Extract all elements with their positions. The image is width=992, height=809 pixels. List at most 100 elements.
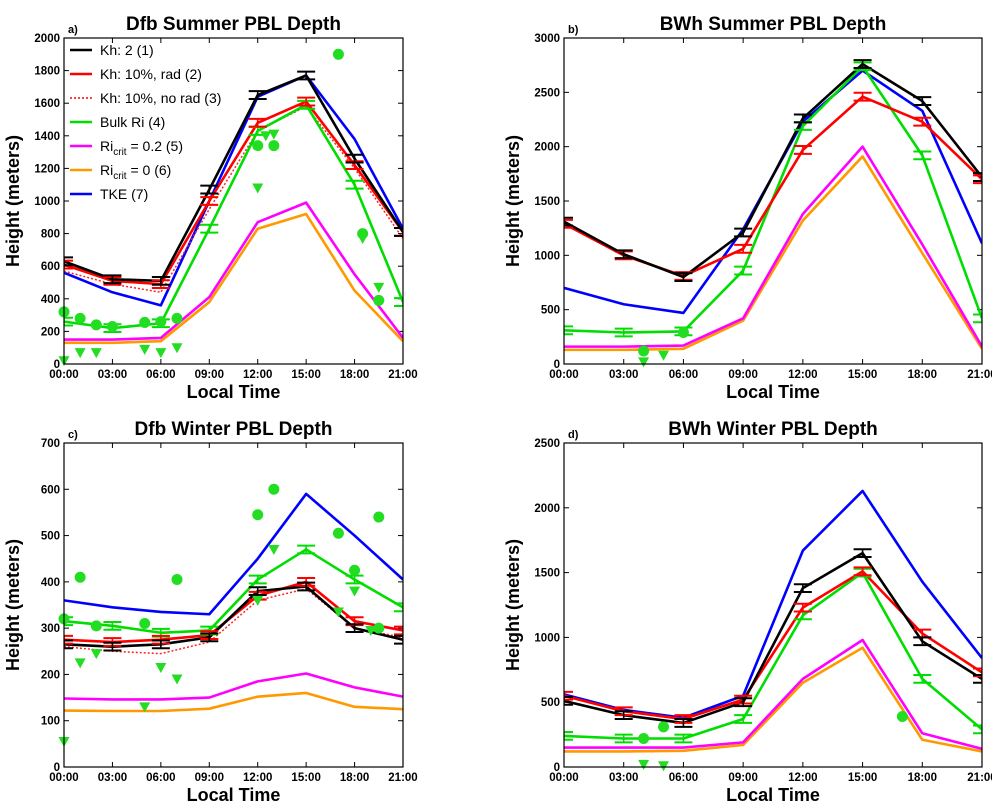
panel-title: Dfb Winter PBL Depth	[135, 419, 333, 440]
error-bar-kh2	[853, 548, 872, 559]
error-bar-kh10rad	[64, 634, 73, 645]
series-line-kh2	[64, 74, 403, 283]
observation-circle	[74, 312, 86, 324]
observation-circle	[373, 622, 385, 634]
x-tick-label: 21:00	[388, 772, 417, 784]
observation-circle	[139, 316, 151, 328]
series-line-bulkri	[64, 103, 403, 330]
x-tick-label: 03:00	[98, 772, 127, 784]
y-axis-label: Height (meters)	[503, 539, 523, 671]
observation-triangle	[155, 348, 167, 359]
series-line-ri0	[64, 212, 403, 345]
error-bar-kh2	[394, 634, 403, 645]
observation-triangle	[332, 607, 344, 618]
y-tick-label: 0	[554, 762, 560, 774]
observation-triangle	[349, 586, 361, 597]
y-tick-label: 1500	[534, 568, 560, 580]
y-tick-label: 100	[41, 716, 60, 728]
error-bar-kh2	[614, 710, 633, 721]
observation-triangle	[658, 350, 670, 361]
series-line-ri0	[64, 691, 403, 713]
legend-label: Kh: 10%, no rad (3)	[100, 90, 221, 106]
error-bar-bulkri	[297, 544, 316, 555]
observation-triangle	[155, 662, 167, 673]
error-bar-kh2	[151, 275, 170, 286]
error-bar-kh10rad	[913, 116, 932, 127]
y-tick-label: 2000	[34, 33, 60, 45]
observation-circle	[106, 321, 118, 333]
x-tick-label: 00:00	[49, 369, 78, 381]
observation-circle	[90, 620, 102, 632]
plot-area	[64, 38, 403, 364]
y-tick-label: 700	[41, 438, 60, 450]
error-bar-kh2	[734, 227, 753, 238]
error-bar-kh10rad	[853, 566, 872, 577]
observation-circle	[90, 319, 102, 331]
y-tick-label: 1000	[534, 250, 560, 262]
y-tick-label: 600	[41, 484, 60, 496]
x-tick-label: 06:00	[146, 772, 175, 784]
plot-frame	[563, 442, 983, 768]
observation-circle	[658, 721, 670, 733]
panel-title: Dfb Summer PBL Depth	[126, 14, 341, 35]
error-bar-bulkri	[973, 313, 982, 324]
panel-4: BWh Winter PBL Depth d) 0 500 1000 1500 2000 25…	[503, 419, 992, 805]
plot-frame	[563, 37, 983, 365]
observation-triangle	[171, 674, 183, 685]
y-tick-label: 1200	[34, 163, 60, 175]
error-bar-kh10rad	[394, 625, 403, 636]
error-bar-kh10rad	[734, 243, 753, 254]
observation-circle	[252, 509, 264, 521]
error-bar-kh10rad	[564, 690, 573, 701]
error-bar-kh2	[674, 718, 693, 728]
observation-triangle	[90, 649, 102, 660]
error-bar-kh10rad	[564, 218, 573, 229]
observation-circle	[155, 316, 167, 328]
error-bar-kh2	[103, 274, 122, 285]
panel-letter: b)	[568, 24, 579, 36]
panel-1: Dfb Summer PBL Depth a) 0 200 400 600 800 1000 1…	[3, 14, 418, 402]
panel-letter: c)	[68, 429, 78, 441]
x-tick-label: 21:00	[388, 369, 417, 381]
series-line-kh2	[564, 62, 982, 279]
error-bar-bulkri	[913, 673, 932, 684]
x-tick-label: 00:00	[549, 772, 578, 784]
observation-circle	[332, 48, 344, 60]
error-bar-kh2	[614, 249, 633, 260]
x-tick-label: 15:00	[291, 772, 320, 784]
error-bar-kh10rad	[248, 117, 267, 128]
error-bar-kh2	[793, 583, 812, 594]
panel-2: BWh Summer PBL Depth b) 0 500 1000 1500 2000 25…	[503, 14, 992, 402]
y-tick-label: 200	[41, 669, 60, 681]
error-bar-kh2	[200, 632, 219, 643]
observation-circle	[638, 345, 650, 357]
y-tick-label: 2500	[534, 438, 560, 450]
error-bar-bulkri	[913, 150, 932, 161]
error-bar-kh2	[564, 696, 573, 706]
error-bar-kh2	[973, 673, 982, 684]
error-bar-bulkri	[394, 297, 403, 307]
x-tick-label: 09:00	[728, 369, 757, 381]
error-bar-kh2	[564, 216, 573, 227]
x-tick-label: 00:00	[549, 369, 578, 381]
error-bar-kh2	[793, 113, 812, 124]
x-tick-label: 03:00	[609, 772, 638, 784]
x-tick-label: 03:00	[98, 369, 127, 381]
error-bar-kh2	[248, 586, 267, 597]
x-tick-label: 18:00	[908, 369, 937, 381]
error-bar-kh2	[297, 70, 316, 81]
observation-triangle	[252, 595, 264, 606]
y-tick-label: 1800	[34, 66, 60, 78]
x-tick-label: 12:00	[243, 369, 272, 381]
plot-frame	[63, 442, 404, 768]
series-line-ri02	[64, 672, 403, 701]
observation-circle	[373, 511, 385, 523]
y-tick-label: 800	[41, 229, 60, 241]
observation-triangle	[74, 348, 86, 359]
error-bar-kh2	[973, 172, 982, 183]
panel-3: Dfb Winter PBL Depth c) 0 100 200 300 400 500 60…	[3, 419, 418, 805]
x-tick-label: 06:00	[146, 369, 175, 381]
error-bar-kh2	[103, 641, 122, 652]
legend-label: Kh: 2 (1)	[100, 42, 154, 58]
